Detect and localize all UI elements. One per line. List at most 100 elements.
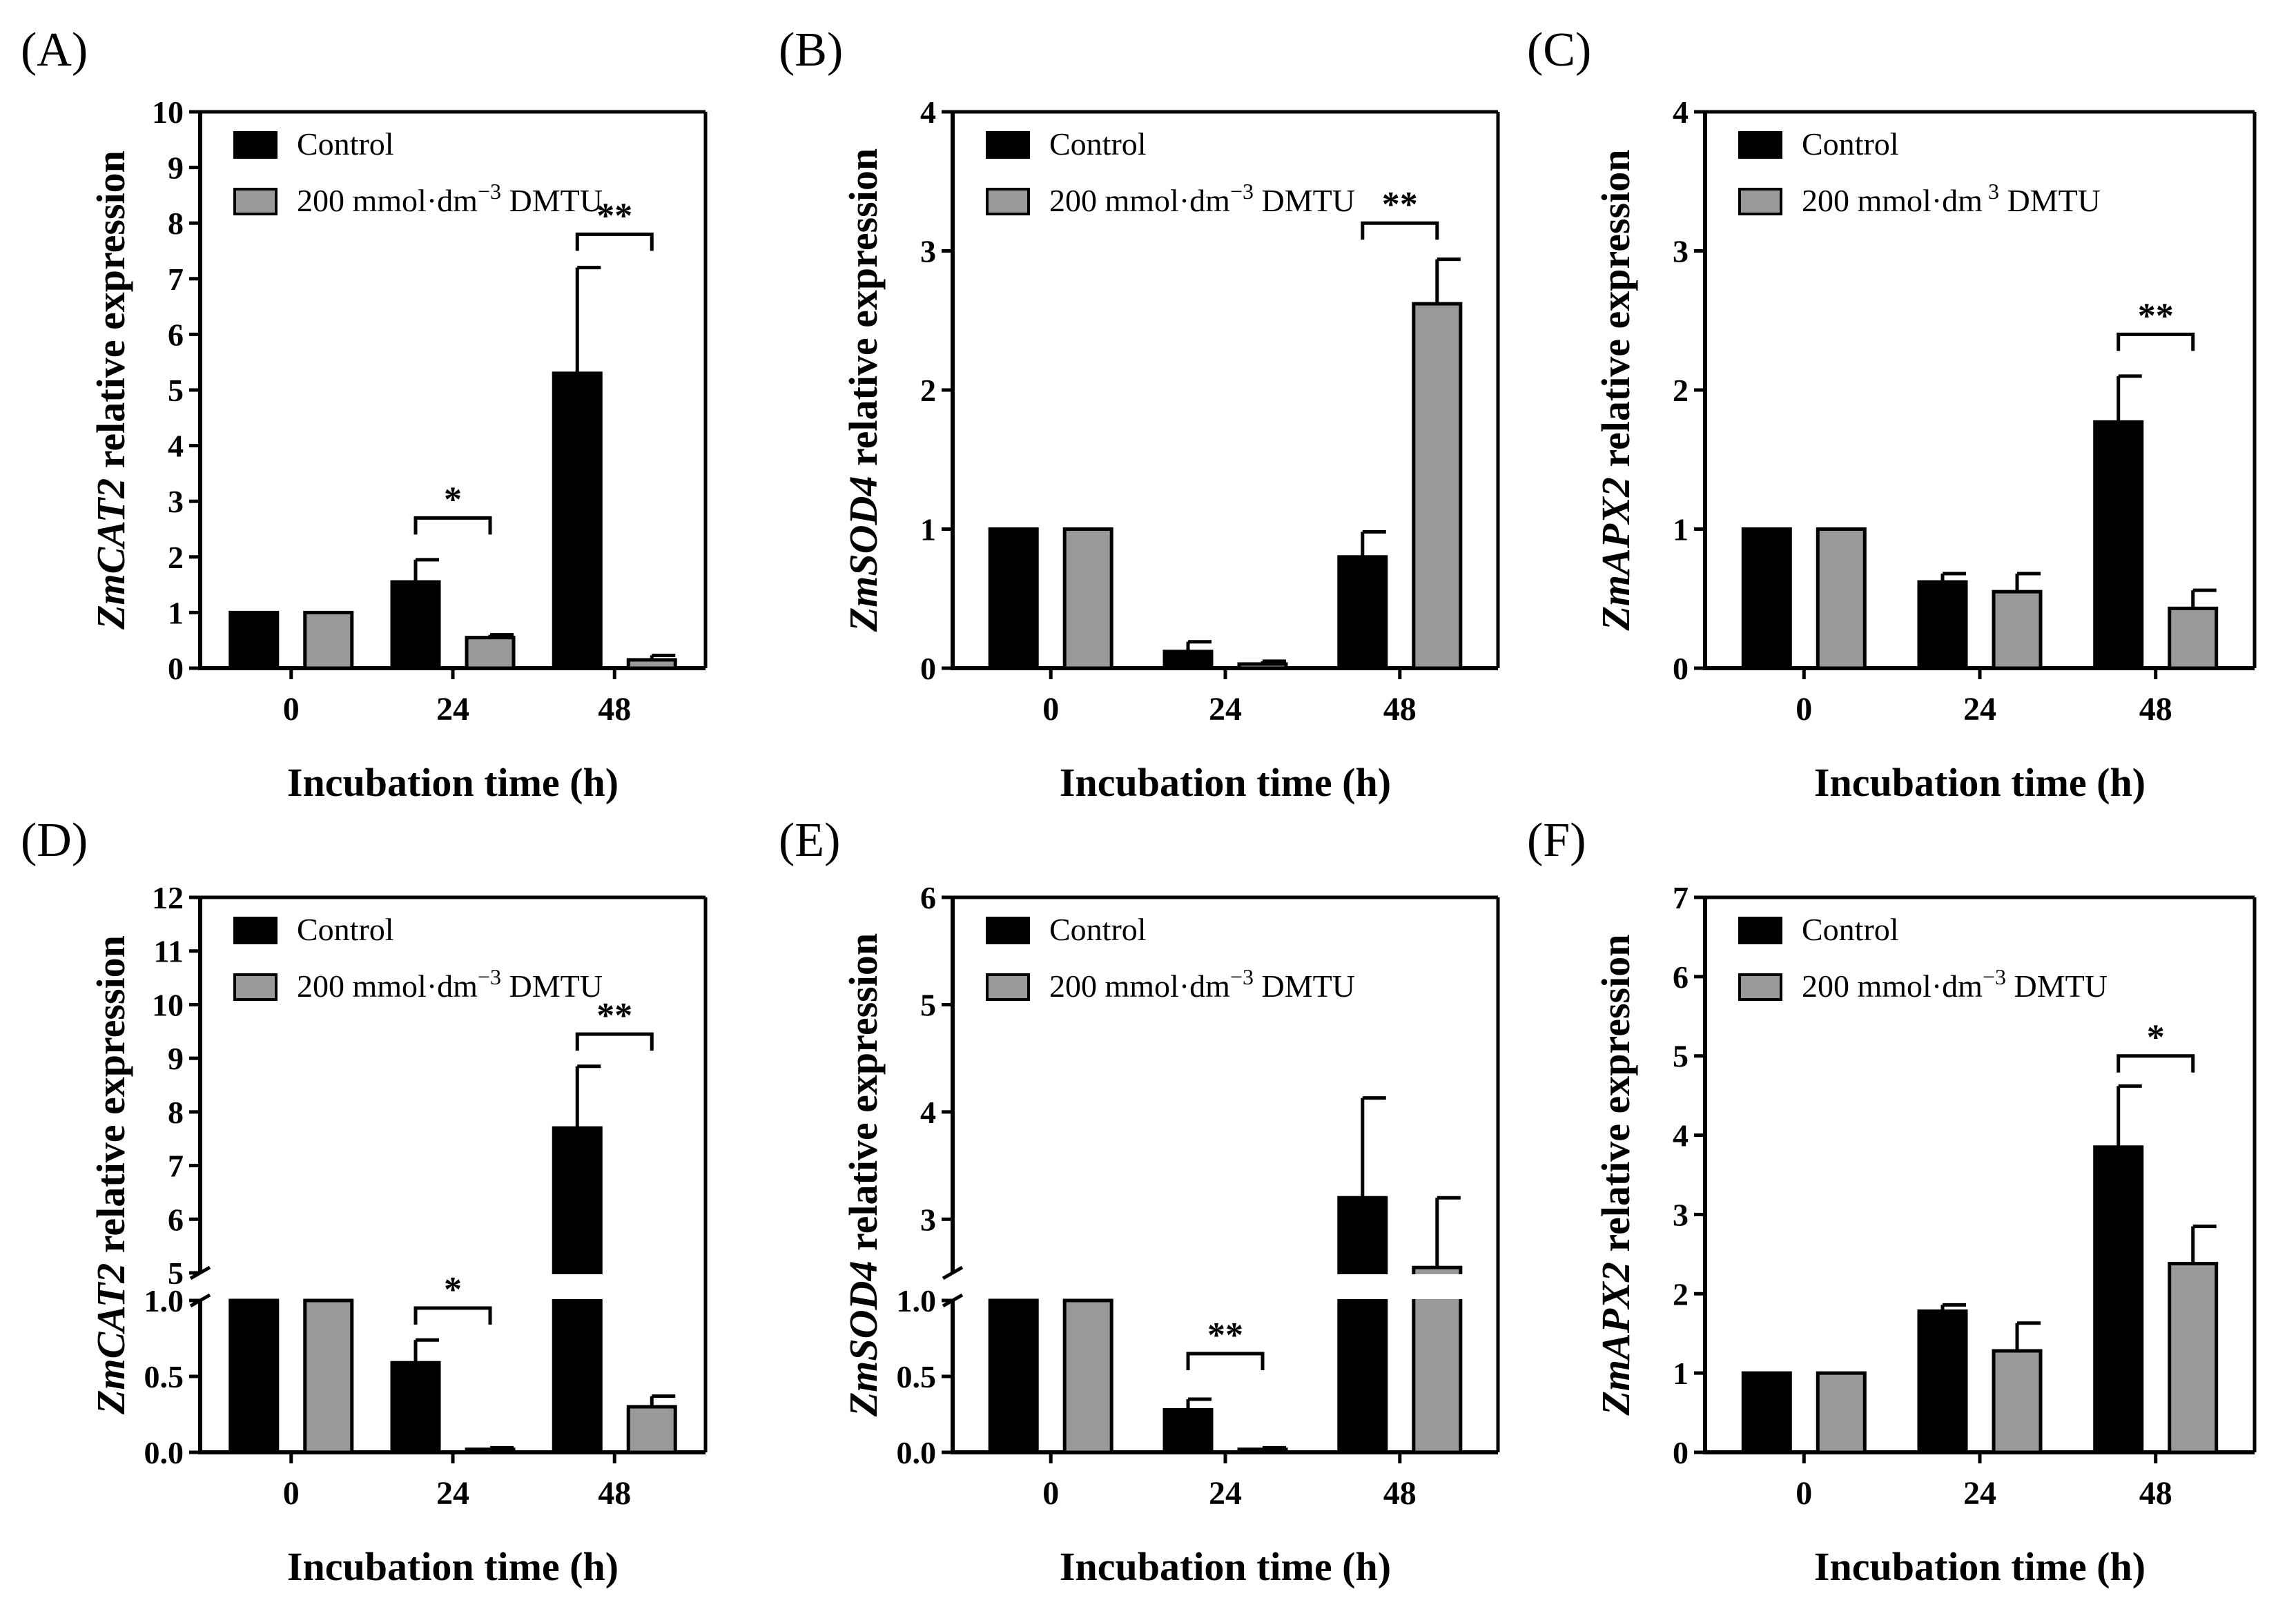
legend-swatch-control bbox=[233, 131, 278, 159]
bar-dmtu bbox=[2168, 1262, 2219, 1454]
bar-dmtu bbox=[1237, 662, 1288, 670]
bar-dmtu bbox=[626, 658, 677, 670]
bar-dmtu bbox=[465, 636, 516, 670]
legend-swatch-control bbox=[1738, 917, 1782, 944]
significance-label: ** bbox=[2138, 296, 2174, 335]
y-tick-label: 1 bbox=[920, 512, 936, 547]
legend-label-control: Control bbox=[1049, 126, 1147, 162]
y-tick-label: 0.5 bbox=[144, 1359, 184, 1394]
y-axis-label-rest: relative expression bbox=[1593, 149, 1638, 477]
significance-bracket bbox=[575, 1032, 654, 1051]
y-axis-label-rest: relative expression bbox=[88, 150, 133, 478]
legend-swatch-control bbox=[233, 917, 278, 944]
y-tick-label: 1 bbox=[1673, 1356, 1689, 1391]
legend-superscript: −3 bbox=[1230, 964, 1254, 989]
y-axis-label-gene: ZmCAT2 bbox=[88, 1263, 133, 1415]
x-tick-label: 24 bbox=[1963, 691, 1996, 728]
y-tick-label: 10 bbox=[152, 95, 184, 130]
bar-control bbox=[228, 1298, 280, 1454]
y-axis-label-gene: ZmSOD4 bbox=[841, 1261, 886, 1418]
legend-text-part: 200 mmol·dm bbox=[1049, 968, 1230, 1004]
x-axis-label: Incubation time (h) bbox=[287, 760, 619, 805]
panel-c: (C) 0 1 2 3 4 0 24 48 ** Control 200 mmol·dm 3 DMTU… bbox=[1527, 23, 2257, 805]
y-tick-label: 0.0 bbox=[144, 1435, 184, 1470]
y-tick-label: 5 bbox=[168, 373, 184, 408]
panel-e: (E) 0.0 0.5 1.0 3 4 5 6 0 24 48 ** Control 200 mmol·d… bbox=[779, 814, 1500, 1589]
y-tick-label: 5 bbox=[168, 1256, 184, 1291]
x-axis-label: Incubation time (h) bbox=[1060, 1544, 1391, 1589]
panel-f: (F) 0 1 2 3 4 5 6 7 0 24 48 * Control 200 mmol·dm−3 DM… bbox=[1527, 814, 2257, 1589]
y-axis-label-gene: ZmCAT2 bbox=[88, 478, 133, 630]
legend-superscript: 3 bbox=[1983, 179, 1999, 204]
significance-bracket bbox=[414, 1306, 492, 1325]
y-axis-label-rest: relative expression bbox=[841, 148, 886, 476]
y-tick-label: 2 bbox=[920, 373, 936, 408]
y-tick-label: 0 bbox=[1673, 1435, 1689, 1470]
y-tick-label: 9 bbox=[168, 150, 184, 186]
x-tick-label: 0 bbox=[1042, 1475, 1059, 1512]
legend-label-dmtu: 200 mmol·dm−3 DMTU bbox=[297, 964, 603, 1004]
y-tick-label: 10 bbox=[152, 987, 184, 1022]
y-tick-label: 12 bbox=[152, 880, 184, 915]
bar-dmtu bbox=[1062, 1298, 1113, 1454]
y-axis-label: ZmAPX2 relative expression bbox=[1593, 934, 1638, 1416]
legend-label-dmtu: 200 mmol·dm−3 DMTU bbox=[297, 179, 603, 218]
bar-dmtu bbox=[1237, 1448, 1288, 1454]
x-tick-label: 48 bbox=[2139, 691, 2172, 728]
significance-bracket bbox=[1186, 1352, 1265, 1370]
y-tick-label: 1.0 bbox=[897, 1283, 937, 1318]
x-tick-label: 24 bbox=[1209, 691, 1242, 728]
y-tick-label: 6 bbox=[1673, 959, 1689, 995]
bar-control bbox=[228, 610, 280, 670]
y-tick-label: 4 bbox=[1673, 1118, 1689, 1153]
panel-label: (B) bbox=[779, 23, 843, 77]
axis-break-gap bbox=[1410, 1274, 1463, 1299]
bar-control bbox=[2093, 1145, 2144, 1454]
legend-text-part: DMTU bbox=[501, 968, 603, 1004]
x-axis-label: Incubation time (h) bbox=[1060, 760, 1391, 805]
y-tick-label: 4 bbox=[168, 429, 184, 464]
bar-dmtu bbox=[626, 1405, 677, 1454]
y-axis-label: ZmCAT2 relative expression bbox=[88, 935, 133, 1415]
legend-text-part: 200 mmol·dm bbox=[297, 968, 478, 1004]
bar-control bbox=[2093, 420, 2144, 670]
legend-swatch-control bbox=[1738, 131, 1782, 159]
y-axis-label: ZmCAT2 relative expression bbox=[88, 150, 133, 630]
x-tick-label: 24 bbox=[1963, 1475, 1996, 1512]
x-tick-label: 0 bbox=[283, 1475, 300, 1512]
legend-text-part: DMTU bbox=[2006, 968, 2108, 1004]
legend-swatch-dmtu bbox=[1738, 973, 1782, 1001]
legend-label-dmtu: 200 mmol·dm−3 DMTU bbox=[1049, 179, 1355, 218]
bar-control bbox=[1917, 1309, 1968, 1454]
legend-text-part: 200 mmol·dm bbox=[1802, 968, 1983, 1004]
legend-superscript: −3 bbox=[1983, 964, 2006, 989]
y-tick-label: 1 bbox=[168, 595, 184, 630]
legend-text-part: DMTU bbox=[501, 183, 603, 218]
x-tick-label: 48 bbox=[2139, 1475, 2172, 1512]
y-tick-label: 8 bbox=[168, 206, 184, 241]
bar-dmtu bbox=[1992, 1349, 2043, 1454]
y-tick-label: 9 bbox=[168, 1041, 184, 1076]
y-tick-label: 2 bbox=[1673, 373, 1689, 408]
y-tick-label: 2 bbox=[168, 540, 184, 575]
x-axis-label: Incubation time (h) bbox=[287, 1544, 619, 1589]
x-tick-label: 48 bbox=[598, 1475, 631, 1512]
legend-text-part: 200 mmol·dm bbox=[297, 183, 478, 218]
significance-bracket bbox=[575, 232, 654, 251]
bar-control bbox=[1337, 1196, 1388, 1454]
legend-text-part: DMTU bbox=[1254, 968, 1355, 1004]
y-tick-label: 7 bbox=[168, 262, 184, 297]
y-axis-label: ZmSOD4 relative expression bbox=[841, 148, 886, 632]
panel-b: (B) 0 1 2 3 4 0 24 48 ** Control 200 mmol·dm−3 DMTU… bbox=[779, 23, 1500, 805]
legend-swatch-dmtu bbox=[233, 973, 278, 1001]
y-tick-label: 4 bbox=[1673, 95, 1689, 130]
significance-label: ** bbox=[596, 996, 632, 1035]
legend-text-part: DMTU bbox=[1254, 183, 1355, 218]
legend-label-control: Control bbox=[1049, 912, 1147, 947]
panel-label: (F) bbox=[1527, 814, 1586, 867]
y-tick-label: 3 bbox=[1673, 234, 1689, 269]
legend-superscript: −3 bbox=[478, 179, 501, 204]
legend-label-control: Control bbox=[297, 126, 394, 162]
